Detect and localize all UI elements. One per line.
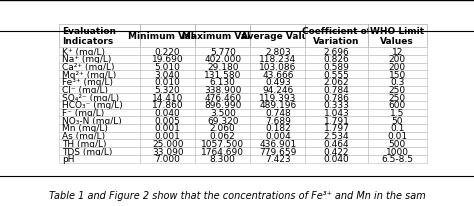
Text: Table 1 and Figure 2 show that the concentrations of Fe³⁺ and Mn in the sam: Table 1 and Figure 2 show that the conce… — [49, 190, 425, 200]
